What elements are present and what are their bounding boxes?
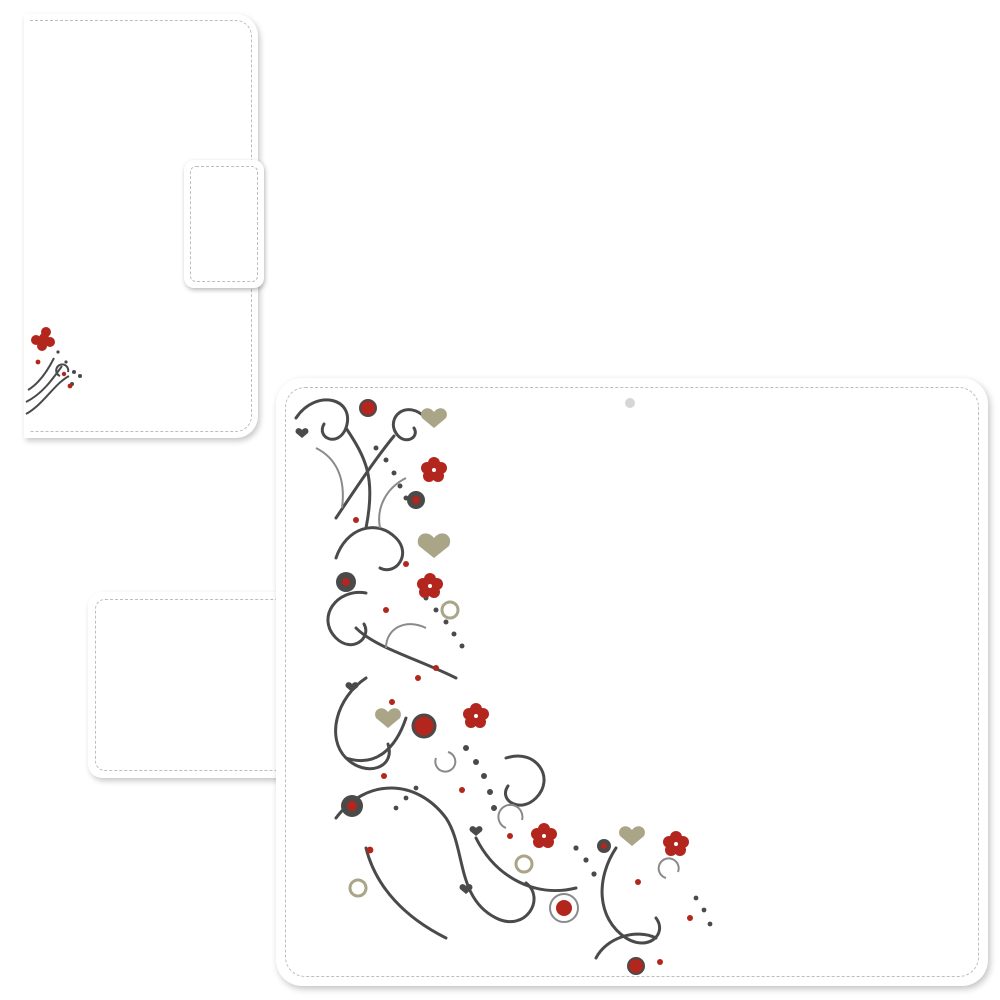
camera-hole-icon — [625, 398, 635, 408]
stitch-line — [190, 166, 258, 282]
open-case-cover — [276, 378, 988, 986]
closed-case-clasp — [184, 160, 264, 288]
hibiscus-icon — [417, 457, 689, 856]
heart-icon — [375, 408, 645, 846]
floral-pattern-large — [294, 398, 713, 975]
floral-pattern-small — [25, 327, 82, 415]
